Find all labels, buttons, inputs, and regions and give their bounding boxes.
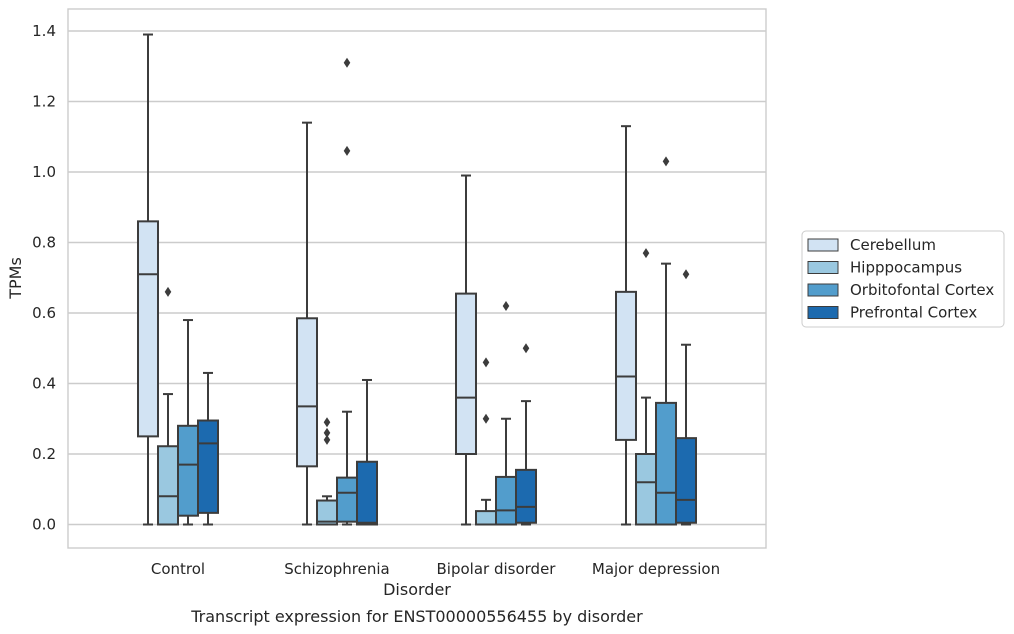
legend-swatch bbox=[807, 238, 839, 252]
box bbox=[177, 319, 199, 526]
outlier-point bbox=[482, 357, 490, 368]
outlier-point bbox=[482, 413, 490, 424]
legend: Cerebellum Hipppocampus Orbitofontal Corte… bbox=[801, 230, 1005, 328]
box-series bbox=[137, 33, 697, 526]
legend-frame bbox=[801, 230, 1005, 328]
outlier-point bbox=[682, 269, 690, 280]
y-tick-label: 0.0 bbox=[32, 516, 56, 534]
gridlines bbox=[68, 30, 766, 526]
outlier-point bbox=[662, 156, 670, 167]
box-rect bbox=[177, 424, 199, 517]
y-axis-label: TPMs bbox=[6, 257, 25, 300]
box bbox=[296, 121, 318, 526]
box bbox=[316, 417, 338, 526]
box-rect bbox=[197, 419, 219, 514]
y-axis-ticks: 0.0 0.2 0.4 0.6 0.8 1.0 1.2 1.4 bbox=[32, 22, 56, 534]
y-tick-label: 1.0 bbox=[32, 163, 56, 181]
outlier-point bbox=[323, 434, 331, 445]
outlier-point bbox=[323, 427, 331, 438]
legend-label: Hipppocampus bbox=[850, 259, 962, 277]
x-tick-label: Schizophrenia bbox=[284, 560, 389, 578]
x-tick-label: Major depression bbox=[592, 560, 720, 578]
box-rect bbox=[455, 292, 477, 455]
y-tick-label: 1.4 bbox=[32, 22, 56, 40]
x-axis-ticks: Control Schizophrenia Bipolar disorder Majo… bbox=[151, 560, 720, 578]
legend-swatch bbox=[807, 283, 839, 297]
box bbox=[356, 378, 378, 526]
box-rect bbox=[635, 453, 657, 526]
legend-swatch bbox=[807, 306, 839, 319]
x-axis-label: Disorder bbox=[383, 580, 451, 599]
series-orbitofontal-cortex bbox=[177, 57, 677, 526]
y-tick-label: 0.8 bbox=[32, 234, 56, 252]
box bbox=[455, 174, 477, 526]
chart-caption: Transcript expression for ENST0000055645… bbox=[190, 607, 643, 626]
outlier-point bbox=[323, 417, 331, 428]
box-rect bbox=[296, 317, 318, 468]
y-tick-label: 1.2 bbox=[32, 93, 56, 111]
legend-item: Orbitofontal Cortex bbox=[807, 281, 994, 299]
outlier-point bbox=[343, 57, 351, 68]
legend-item: Hipppocampus bbox=[807, 259, 962, 277]
series-hipppocampus bbox=[157, 248, 657, 526]
outlier-point bbox=[164, 286, 172, 297]
box-rect bbox=[336, 476, 358, 523]
plot-frame bbox=[67, 8, 767, 549]
box-rect bbox=[515, 468, 537, 524]
box bbox=[515, 343, 537, 526]
box bbox=[197, 371, 219, 526]
outlier-point bbox=[502, 300, 510, 311]
y-tick-label: 0.6 bbox=[32, 304, 56, 322]
legend-label: Cerebellum bbox=[850, 236, 936, 254]
box bbox=[336, 57, 358, 526]
legend-label: Orbitofontal Cortex bbox=[850, 281, 994, 299]
series-cerebellum bbox=[137, 33, 637, 526]
y-tick-label: 0.2 bbox=[32, 445, 56, 463]
x-tick-label: Bipolar disorder bbox=[437, 560, 557, 578]
box-rect bbox=[475, 510, 497, 526]
legend-swatch bbox=[807, 261, 839, 274]
box-rect bbox=[615, 290, 637, 441]
outlier-point bbox=[343, 145, 351, 156]
box-rect bbox=[137, 220, 159, 438]
x-tick-label: Control bbox=[151, 560, 205, 578]
y-tick-label: 0.4 bbox=[32, 375, 56, 393]
legend-label: Prefrontal Cortex bbox=[850, 304, 977, 322]
box bbox=[137, 33, 159, 526]
box bbox=[495, 300, 517, 526]
box-rect bbox=[655, 401, 677, 526]
series-prefrontal-cortex bbox=[197, 269, 697, 526]
box-rect bbox=[157, 445, 179, 526]
outlier-point bbox=[642, 248, 650, 259]
box-rect bbox=[495, 475, 517, 526]
box bbox=[635, 248, 657, 526]
legend-item: Prefrontal Cortex bbox=[807, 304, 977, 322]
legend-item: Cerebellum bbox=[807, 236, 936, 254]
box-rect bbox=[675, 437, 697, 524]
box-rect bbox=[356, 460, 378, 526]
box bbox=[615, 125, 637, 526]
box bbox=[675, 269, 697, 526]
outlier-point bbox=[522, 343, 530, 354]
